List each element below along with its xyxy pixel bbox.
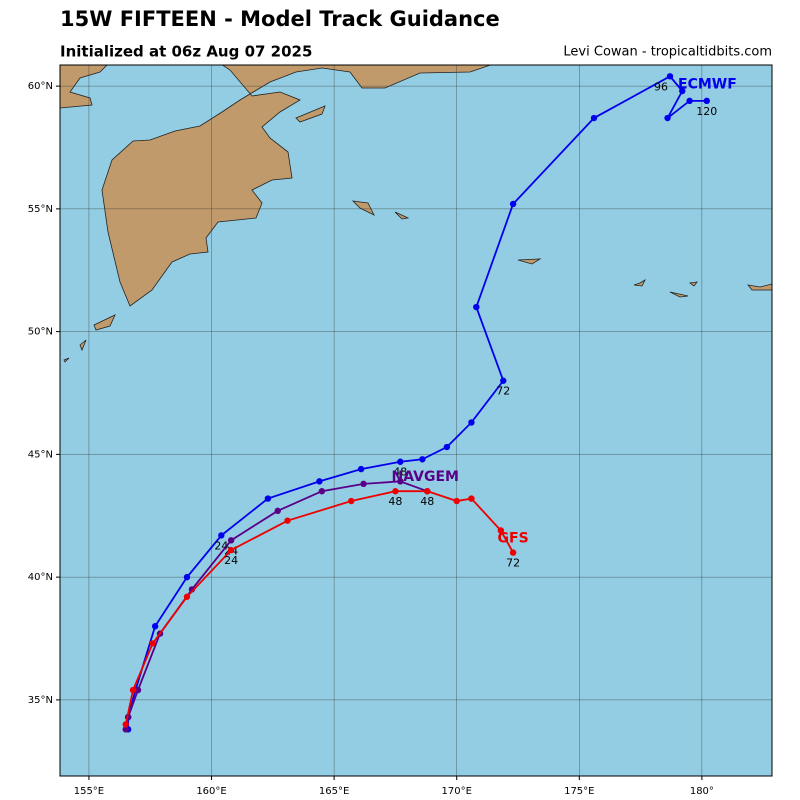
track-point: [686, 97, 693, 105]
track-point: [397, 478, 404, 485]
track-point: [397, 458, 404, 465]
track-point: [227, 546, 235, 554]
hour-label: 48: [420, 495, 434, 508]
track-point: [590, 114, 598, 122]
track-point: [703, 97, 710, 105]
x-tick-label: 165°E: [319, 786, 349, 797]
track-point: [453, 497, 460, 505]
hour-label: 96: [654, 80, 668, 93]
subtitle: Initialized at 06z Aug 07 2025: [60, 43, 312, 61]
track-point: [664, 114, 671, 122]
land: [60, 65, 772, 363]
track-point: [316, 478, 323, 485]
track-point: [149, 640, 156, 647]
track-point: [443, 443, 451, 451]
track-point: [509, 200, 517, 208]
hour-label: 120: [696, 105, 717, 118]
x-tick-label: 175°E: [564, 786, 594, 797]
y-tick-label: 35°N: [28, 695, 53, 706]
track-point: [134, 686, 142, 694]
track-point: [497, 527, 505, 534]
y-tick-label: 55°N: [28, 204, 53, 215]
track-point: [357, 465, 365, 473]
track-point: [500, 377, 507, 384]
y-tick-label: 60°N: [28, 81, 53, 92]
track-point: [274, 507, 281, 515]
track-point: [183, 573, 191, 581]
track-point: [392, 488, 399, 495]
track-point: [122, 726, 129, 733]
hour-label: 72: [496, 385, 510, 398]
credit: Levi Cowan - tropicaltidbits.com: [563, 45, 772, 60]
track-point: [679, 87, 686, 95]
track-point: [227, 537, 235, 544]
chart-title: 15W FIFTEEN - Model Track Guidance: [60, 7, 500, 31]
track-point: [318, 488, 326, 495]
x-tick-label: 170°E: [441, 786, 471, 797]
model-name: ECMWF: [678, 76, 737, 92]
track-line: [127, 75, 707, 730]
track-point: [122, 721, 129, 728]
track-point: [419, 456, 426, 463]
x-tick-label: 180°: [690, 786, 714, 797]
track-point: [509, 549, 517, 556]
hour-label: 48: [393, 466, 407, 479]
hour-label: 72: [506, 557, 520, 570]
y-tick-label: 50°N: [28, 327, 53, 338]
track-point: [468, 495, 475, 502]
track-point: [666, 73, 674, 80]
y-tick-label: 40°N: [28, 572, 53, 583]
track-point: [473, 303, 480, 311]
model-name: GFS: [498, 531, 529, 547]
track-point: [218, 532, 225, 539]
x-tick-label: 160°E: [196, 786, 226, 797]
track-point: [424, 488, 431, 495]
track-point: [151, 623, 159, 630]
track-point: [348, 497, 355, 505]
track-point: [360, 480, 367, 488]
model-name: NAVGEM: [392, 469, 459, 485]
track-point: [264, 495, 272, 502]
y-tick-label: 45°N: [28, 449, 53, 460]
hour-label: 24: [224, 554, 238, 567]
x-tick-label: 155°E: [74, 786, 104, 797]
frame: [59, 64, 773, 777]
track-point: [468, 419, 475, 426]
track-point: [129, 686, 137, 694]
hour-label: 48: [388, 495, 402, 508]
track-point: [183, 593, 191, 600]
track-point: [284, 517, 291, 524]
